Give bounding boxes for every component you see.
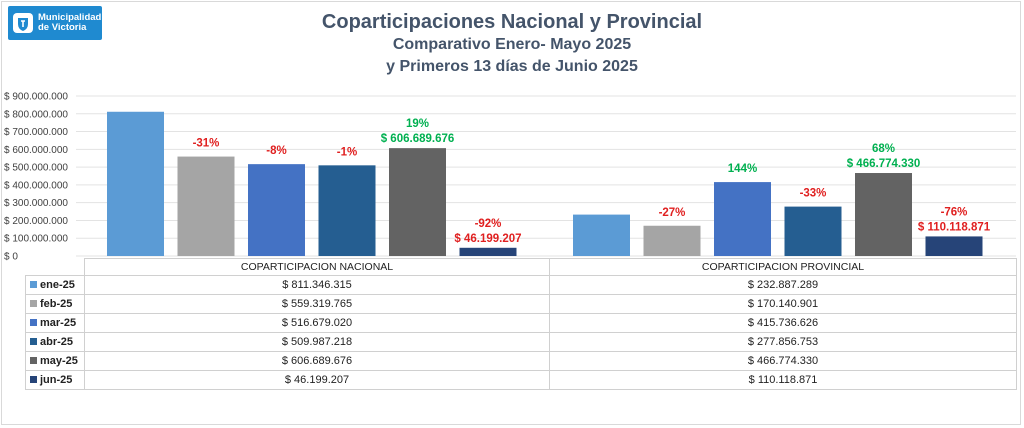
header-nacional: COPARTICIPACION NACIONAL <box>84 258 550 276</box>
percent-data-label: -1% <box>337 146 357 158</box>
header-provincial: COPARTICIPACION PROVINCIAL <box>549 258 1017 276</box>
cell-nacional: $ 509.987.218 <box>84 332 550 352</box>
percent-data-label: -33% <box>800 188 827 200</box>
y-tick-label: $ 400.000.000 <box>4 180 68 191</box>
bar-ene-25 <box>573 214 630 256</box>
table-row: ene-25 $ 811.346.315 $ 232.887.289 <box>25 275 1017 295</box>
row-label: feb-25 <box>40 298 73 310</box>
value-data-label: $ 466.774.330 <box>847 158 921 170</box>
percent-data-label: -27% <box>659 207 686 219</box>
legend-swatch <box>30 357 37 364</box>
logo-line1: Municipalidad <box>38 12 102 23</box>
legend-key: feb-25 <box>25 294 85 314</box>
legend-key: abr-25 <box>25 332 85 352</box>
data-table-header: COPARTICIPACION NACIONAL COPARTICIPACION… <box>25 258 1017 276</box>
bar-abr-25 <box>318 165 376 256</box>
row-label: jun-25 <box>40 374 73 386</box>
y-axis-ticks: $ 0 $ 100.000.000 $ 200.000.000 $ 300.000.0… <box>4 92 68 263</box>
legend-key: ene-25 <box>25 275 85 295</box>
legend-key: jun-25 <box>25 370 85 390</box>
bar-mar-25 <box>714 182 771 256</box>
table-row: abr-25 $ 509.987.218 $ 277.856.753 <box>25 332 1017 352</box>
chart-subtitle-2: y Primeros 13 días de Junio 2025 <box>386 58 638 75</box>
y-tick-label: $ 800.000.000 <box>4 109 68 120</box>
table-row: may-25 $ 606.689.676 $ 466.774.330 <box>25 351 1017 371</box>
legend-swatch <box>30 338 37 345</box>
table-row: mar-25 $ 516.679.020 $ 415.736.626 <box>25 313 1017 333</box>
logo-line2: de Victoria <box>38 22 87 33</box>
percent-data-label: -8% <box>266 145 286 157</box>
legend-key: may-25 <box>25 351 85 371</box>
data-table-corner <box>25 258 85 276</box>
legend-swatch <box>30 281 37 288</box>
chart-subtitle-1: Comparativo Enero- Mayo 2025 <box>392 36 632 53</box>
cell-provincial: $ 110.118.871 <box>549 370 1017 390</box>
row-label: abr-25 <box>40 336 74 348</box>
shield-logo-icon <box>13 13 33 33</box>
percent-data-label: 144% <box>728 163 757 175</box>
data-table: COPARTICIPACION NACIONAL COPARTICIPACION… <box>25 258 1017 390</box>
legend-key: mar-25 <box>25 313 85 333</box>
cell-nacional: $ 811.346.315 <box>84 275 550 295</box>
percent-data-label: -31% <box>193 138 220 150</box>
percent-data-label: 68% <box>872 143 895 155</box>
cell-provincial: $ 277.856.753 <box>549 332 1017 352</box>
row-label: ene-25 <box>40 279 75 291</box>
y-tick-label: $ 100.000.000 <box>4 234 68 245</box>
legend-swatch <box>30 376 37 383</box>
y-tick-label: $ 0 <box>4 252 18 263</box>
y-tick-label: $ 300.000.000 <box>4 198 68 209</box>
bar-jun-25 <box>459 247 517 256</box>
value-data-label: $ 46.199.207 <box>454 233 521 245</box>
bar-feb-25 <box>177 156 235 256</box>
value-data-label: $ 606.689.676 <box>381 133 455 145</box>
bar-abr-25 <box>784 206 842 256</box>
cell-provincial: $ 232.887.289 <box>549 275 1017 295</box>
logo-text: Municipalidad de Victoria <box>38 13 101 33</box>
chart-titles: Coparticipaciones Nacional y Provincial … <box>0 10 1024 78</box>
table-row: feb-25 $ 559.319.765 $ 170.140.901 <box>25 294 1017 314</box>
cell-nacional: $ 606.689.676 <box>84 351 550 371</box>
cell-provincial: $ 466.774.330 <box>549 351 1017 371</box>
percent-data-label: -76% <box>941 206 968 218</box>
bars <box>107 111 983 257</box>
data-labels: -31% -8% -1% $ 606.689.676 19% $ 46.199.207 -9… <box>193 118 991 245</box>
row-label: may-25 <box>40 355 78 367</box>
chart-title: Coparticipaciones Nacional y Provincial <box>321 11 703 33</box>
cell-provincial: $ 415.736.626 <box>549 313 1017 333</box>
cell-nacional: $ 516.679.020 <box>84 313 550 333</box>
value-data-label: $ 110.118.871 <box>918 221 991 233</box>
y-tick-label: $ 500.000.000 <box>4 163 68 174</box>
cell-nacional: $ 559.319.765 <box>84 294 550 314</box>
y-tick-label: $ 600.000.000 <box>4 145 68 156</box>
bar-may-25 <box>389 148 446 256</box>
bar-feb-25 <box>643 225 701 256</box>
percent-data-label: -92% <box>475 218 502 230</box>
bar-jun-25 <box>925 236 983 256</box>
bar-ene-25 <box>107 111 164 257</box>
cell-provincial: $ 170.140.901 <box>549 294 1017 314</box>
row-label: mar-25 <box>40 317 77 329</box>
y-tick-label: $ 900.000.000 <box>4 92 68 103</box>
legend-swatch <box>30 300 37 307</box>
y-tick-label: $ 700.000.000 <box>4 127 68 138</box>
cell-nacional: $ 46.199.207 <box>84 370 550 390</box>
y-tick-label: $ 200.000.000 <box>4 216 68 227</box>
municipality-logo: Municipalidad de Victoria <box>8 6 102 40</box>
legend-swatch <box>30 319 37 326</box>
percent-data-label: 19% <box>406 118 429 130</box>
bar-may-25 <box>855 173 912 256</box>
table-row: jun-25 $ 46.199.207 $ 110.118.871 <box>25 370 1017 390</box>
bar-mar-25 <box>248 164 305 256</box>
